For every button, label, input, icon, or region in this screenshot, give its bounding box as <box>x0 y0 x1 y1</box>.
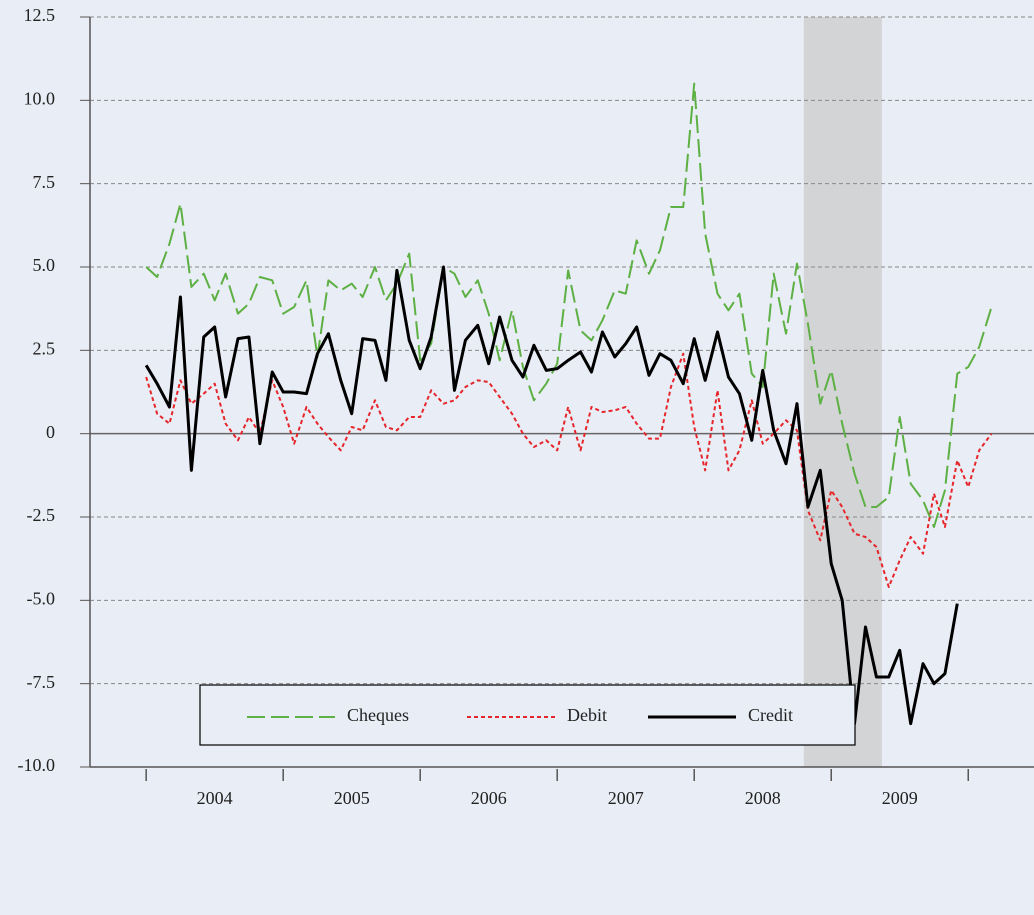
y-tick-label: 10.0 <box>24 88 56 108</box>
y-tick-label: 0 <box>46 422 55 442</box>
series-line <box>144 265 959 726</box>
y-tick-label: 5.0 <box>33 255 56 275</box>
legend-box <box>199 684 856 746</box>
y-tick-label: -7.5 <box>27 672 56 692</box>
x-tick-label: 2006 <box>471 788 507 808</box>
legend-label: Debit <box>567 705 607 725</box>
x-tick-label: 2004 <box>197 788 233 808</box>
y-tick-label: 2.5 <box>33 338 56 358</box>
legend-label: Cheques <box>347 705 409 725</box>
legend-label: Credit <box>748 705 793 725</box>
y-tick-label: -2.5 <box>27 505 56 525</box>
x-tick-label: 2005 <box>334 788 370 808</box>
y-tick-label: 7.5 <box>33 172 56 192</box>
y-tick-label: -5.0 <box>27 588 56 608</box>
x-tick-label: 2008 <box>745 788 781 808</box>
series-line <box>145 352 993 588</box>
legend: Cheques Debit Credit <box>199 684 856 746</box>
y-tick-label: 12.5 <box>24 5 56 25</box>
y-tick-label: -10.0 <box>18 755 56 775</box>
x-tick-label: 2007 <box>608 788 644 808</box>
x-tick-label: 2009 <box>882 788 918 808</box>
series-line <box>145 82 993 528</box>
